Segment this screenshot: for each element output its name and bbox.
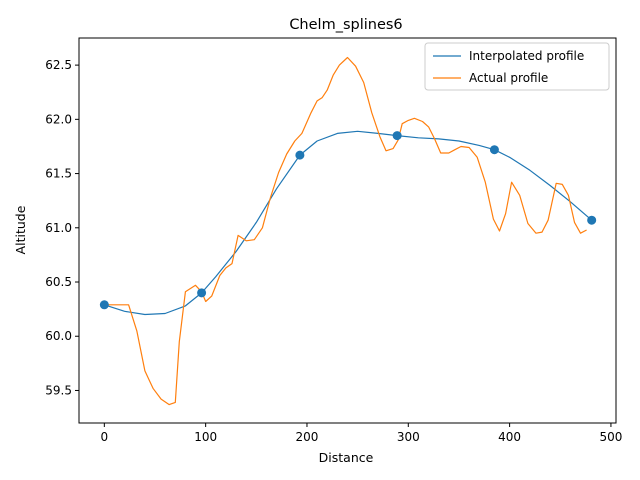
y-tick-label: 62.5 xyxy=(45,58,72,72)
y-tick-label: 61.5 xyxy=(45,167,72,181)
x-axis-ticks: 0 100 200 300 400 500 xyxy=(101,423,622,444)
legend-label-actual: Actual profile xyxy=(469,71,548,85)
chart-title: Chelm_splines6 xyxy=(289,17,402,33)
axes-frame xyxy=(78,37,617,424)
y-axis-ticks: 59.5 60.0 60.5 61.0 61.5 62.0 62.5 xyxy=(45,58,79,397)
legend-label-interpolated: Interpolated profile xyxy=(469,49,584,63)
x-tick-label: 100 xyxy=(194,430,217,444)
series-line-0 xyxy=(104,130,593,316)
knot-point xyxy=(295,150,305,160)
knot-point xyxy=(489,145,499,155)
y-axis-label: Altitude xyxy=(13,205,28,254)
x-tick-label: 500 xyxy=(599,430,622,444)
x-tick-label: 0 xyxy=(101,430,109,444)
knot-markers xyxy=(99,131,597,310)
legend-box xyxy=(424,42,610,91)
y-tick-label: 60.5 xyxy=(45,275,72,289)
plot-area xyxy=(104,56,593,406)
y-tick-label: 59.5 xyxy=(45,383,72,397)
knot-point xyxy=(392,131,402,141)
x-axis-label: Distance xyxy=(319,450,374,465)
y-tick-label: 62.0 xyxy=(45,112,72,126)
x-tick-label: 300 xyxy=(397,430,420,444)
knot-point xyxy=(587,215,597,225)
knot-point xyxy=(197,288,207,298)
y-tick-label: 61.0 xyxy=(45,221,72,235)
x-tick-label: 400 xyxy=(498,430,521,444)
y-tick-label: 60.0 xyxy=(45,329,72,343)
series-line-1 xyxy=(104,56,587,406)
knot-point xyxy=(99,300,109,310)
x-tick-label: 200 xyxy=(296,430,319,444)
legend: Interpolated profile Actual profile xyxy=(424,42,610,91)
